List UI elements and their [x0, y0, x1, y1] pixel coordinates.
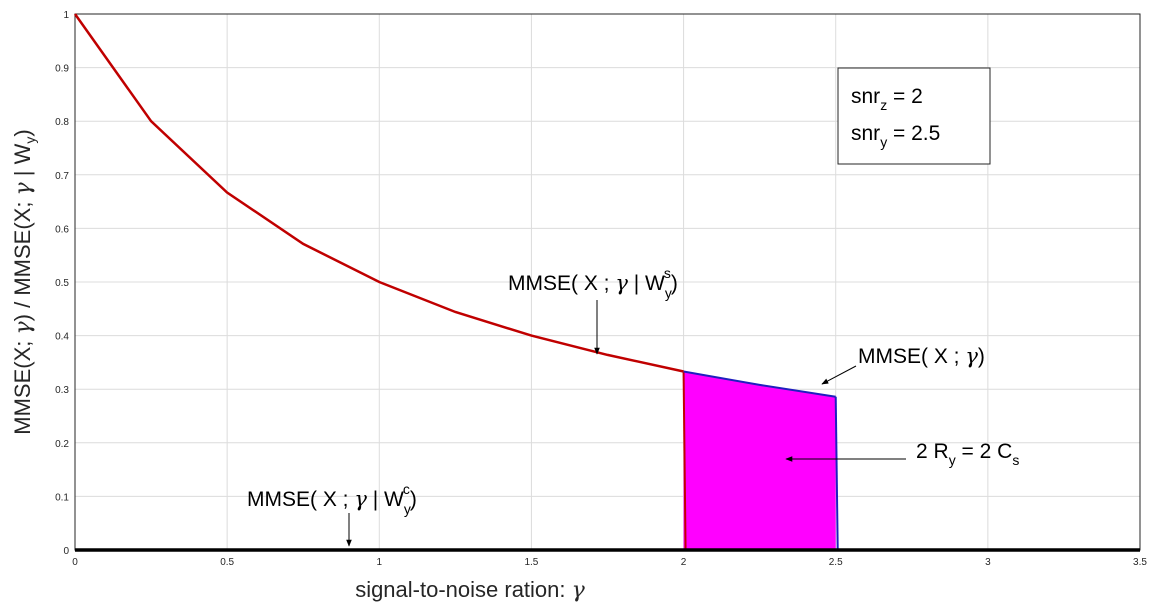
y-tick-label: 0.6 — [55, 224, 69, 235]
y-tick-label: 0.9 — [55, 64, 69, 75]
legend-line-y: snry = 2.5 — [851, 122, 940, 150]
y-tick-label: 0.3 — [55, 385, 69, 396]
series-group — [73, 13, 1140, 552]
annotation-mmse-arrow — [821, 365, 857, 385]
annotation-ws-label: MMSE( X ; γ | Wys) — [508, 265, 678, 301]
annotation-wc-label: MMSE( X ; γ | Wyc) — [247, 481, 417, 517]
y-tick-label: 0.5 — [55, 278, 69, 289]
annotation-rs-label: 2 Ry = 2 Cs — [916, 440, 1019, 468]
x-tick-label: 2.5 — [829, 557, 843, 568]
x-tick-labels: 0 0.5 1 1.5 2 2.5 3 3.5 — [72, 557, 1147, 568]
x-tick-label: 1 — [377, 557, 383, 568]
y-tick-label: 1 — [63, 10, 69, 21]
x-tick-label: 0 — [72, 557, 78, 568]
y-tick-label: 0.4 — [55, 332, 69, 343]
x-tick-label: 1.5 — [524, 557, 538, 568]
y-tick-labels: 0 0.1 0.2 0.3 0.4 0.5 0.6 0.7 0.8 0.9 1 — [55, 10, 69, 557]
y-tick-label: 0.7 — [55, 171, 69, 182]
x-tick-label: 3 — [985, 557, 991, 568]
series-red-curve — [73, 13, 684, 373]
series-blue-curve — [683, 370, 836, 398]
annotation-mmse-label: MMSE( X ; γ) — [858, 344, 985, 368]
y-tick-label: 0 — [63, 546, 69, 557]
x-axis-label: signal-to-noise ration: γ — [355, 577, 585, 603]
legend-line-z: snrz = 2 — [851, 85, 923, 113]
x-tick-label: 2 — [681, 557, 687, 568]
x-tick-label: 0.5 — [220, 557, 234, 568]
blue-vertical-edge — [834, 396, 839, 551]
shaded-region — [683, 371, 836, 550]
y-axis-label: MMSE(X; γ) / MMSE(X; γ | Wy) — [10, 129, 38, 434]
grid — [74, 13, 1141, 551]
x-tick-label: 3.5 — [1133, 557, 1147, 568]
red-vertical-edge — [682, 371, 687, 551]
y-tick-label: 0.2 — [55, 439, 69, 450]
y-tick-label: 0.8 — [55, 117, 69, 128]
y-tick-label: 0.1 — [55, 492, 69, 503]
legend-box: snrz = 2 snry = 2.5 — [837, 67, 991, 165]
